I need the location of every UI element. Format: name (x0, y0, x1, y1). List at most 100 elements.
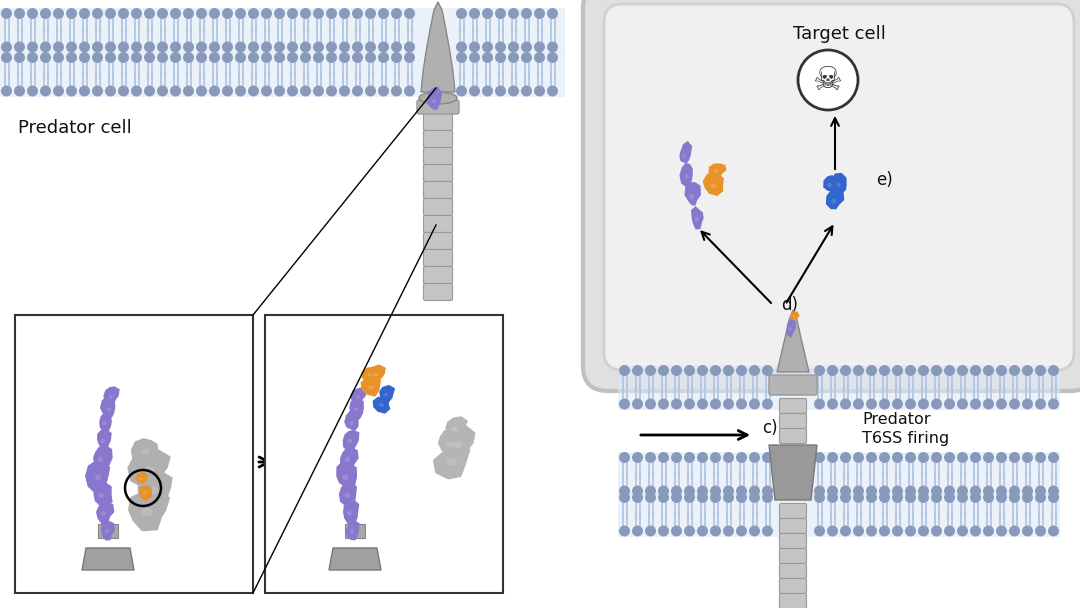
Circle shape (326, 41, 337, 52)
Text: tox: tox (410, 577, 426, 587)
Circle shape (918, 365, 929, 376)
Circle shape (671, 398, 681, 410)
Circle shape (957, 398, 968, 410)
Circle shape (710, 452, 721, 463)
Circle shape (157, 8, 168, 19)
Circle shape (762, 525, 773, 536)
Circle shape (79, 41, 90, 52)
Circle shape (996, 492, 1007, 503)
Circle shape (814, 365, 825, 376)
Polygon shape (421, 2, 455, 92)
Circle shape (27, 8, 38, 19)
Circle shape (632, 365, 643, 376)
Circle shape (1048, 452, 1059, 463)
Circle shape (905, 486, 916, 497)
Circle shape (378, 86, 389, 97)
Polygon shape (99, 413, 112, 432)
FancyBboxPatch shape (423, 114, 453, 131)
Circle shape (892, 452, 903, 463)
Circle shape (619, 492, 630, 503)
Circle shape (671, 365, 681, 376)
Polygon shape (93, 483, 112, 508)
Circle shape (546, 52, 558, 63)
Polygon shape (336, 461, 357, 488)
Polygon shape (826, 188, 845, 209)
Circle shape (92, 86, 103, 97)
Ellipse shape (683, 154, 686, 158)
Circle shape (53, 8, 64, 19)
Circle shape (645, 525, 656, 536)
Circle shape (313, 86, 324, 97)
Circle shape (235, 86, 246, 97)
Circle shape (840, 525, 851, 536)
Circle shape (313, 8, 324, 19)
Circle shape (879, 525, 890, 536)
Circle shape (619, 452, 630, 463)
Text: Predator cell: Predator cell (18, 119, 132, 137)
Circle shape (339, 86, 350, 97)
Circle shape (79, 52, 90, 63)
Circle shape (1, 41, 12, 52)
Circle shape (723, 525, 734, 536)
Circle shape (905, 492, 916, 503)
Text: a): a) (23, 318, 41, 336)
Circle shape (521, 41, 532, 52)
Ellipse shape (711, 184, 716, 188)
Circle shape (892, 365, 903, 376)
Circle shape (131, 52, 141, 63)
Circle shape (645, 486, 656, 497)
Circle shape (235, 8, 246, 19)
Polygon shape (433, 441, 471, 480)
Circle shape (1, 8, 12, 19)
Ellipse shape (368, 385, 375, 389)
Circle shape (970, 492, 981, 503)
Circle shape (762, 398, 773, 410)
Circle shape (892, 398, 903, 410)
FancyBboxPatch shape (604, 4, 1074, 370)
Circle shape (222, 41, 233, 52)
Circle shape (521, 8, 532, 19)
Circle shape (684, 492, 696, 503)
Circle shape (671, 486, 681, 497)
Bar (98, 524, 118, 538)
Polygon shape (361, 377, 381, 396)
Circle shape (131, 8, 141, 19)
Circle shape (658, 492, 669, 503)
Circle shape (892, 525, 903, 536)
Polygon shape (345, 410, 359, 430)
Circle shape (814, 398, 825, 410)
FancyBboxPatch shape (780, 548, 807, 564)
Bar (618, 452, 1059, 497)
Circle shape (658, 365, 669, 376)
Circle shape (827, 492, 838, 503)
Circle shape (931, 452, 942, 463)
Circle shape (274, 41, 285, 52)
Circle shape (14, 86, 25, 97)
Circle shape (456, 8, 467, 19)
Circle shape (66, 41, 77, 52)
Circle shape (996, 365, 1007, 376)
Ellipse shape (379, 403, 384, 407)
Circle shape (827, 398, 838, 410)
Circle shape (170, 8, 181, 19)
Text: VgrG15: VgrG15 (25, 572, 80, 587)
Circle shape (697, 398, 708, 410)
Ellipse shape (342, 475, 348, 480)
Circle shape (918, 492, 929, 503)
Circle shape (671, 492, 681, 503)
Circle shape (710, 365, 721, 376)
Circle shape (735, 452, 747, 463)
Circle shape (762, 492, 773, 503)
Circle shape (840, 365, 851, 376)
Circle shape (957, 486, 968, 497)
Circle shape (853, 486, 864, 497)
Circle shape (931, 486, 942, 497)
Circle shape (750, 452, 760, 463)
Polygon shape (350, 387, 366, 404)
Circle shape (814, 452, 825, 463)
Circle shape (378, 8, 389, 19)
Text: Predator: Predator (862, 412, 931, 427)
Bar (0, 52, 565, 97)
Circle shape (183, 41, 194, 52)
Circle shape (697, 365, 708, 376)
